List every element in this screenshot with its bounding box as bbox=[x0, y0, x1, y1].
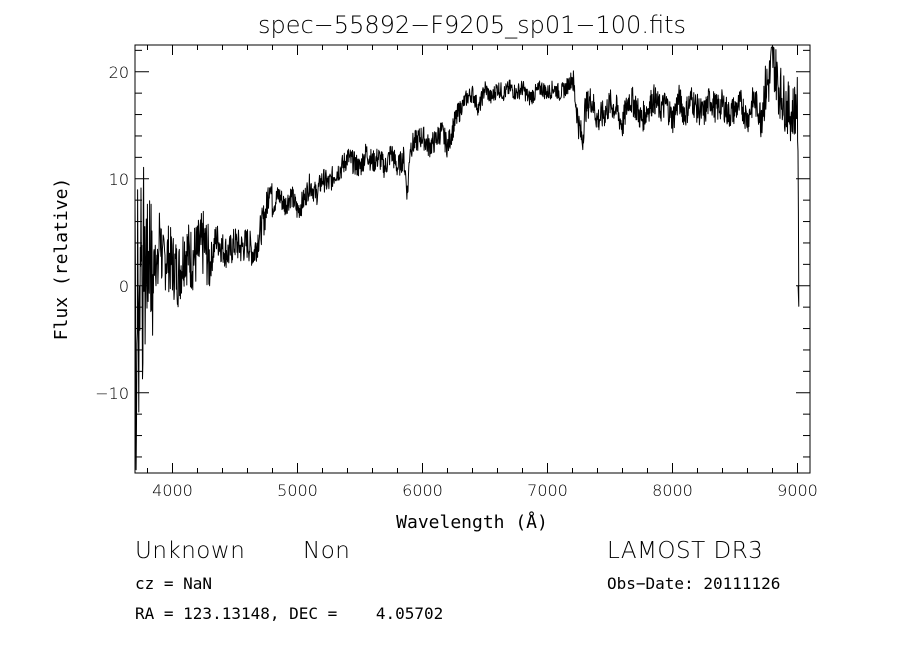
spectrum-line bbox=[134, 46, 800, 471]
y-tick-label: 0 bbox=[119, 277, 129, 296]
object-subclass: Non bbox=[303, 538, 351, 564]
x-axis-label: Wavelength (Å) bbox=[396, 511, 548, 533]
y-tick-label: 20 bbox=[109, 63, 129, 82]
x-tick-label: 9000 bbox=[777, 481, 818, 500]
x-tick-label: 8000 bbox=[652, 481, 693, 500]
x-tick-label: 5000 bbox=[277, 481, 318, 500]
survey-name: LAMOST DR3 bbox=[607, 538, 764, 564]
y-tick-label: 10 bbox=[109, 170, 129, 189]
x-tick-label: 7000 bbox=[527, 481, 568, 500]
y-tick-label: −10 bbox=[95, 384, 129, 403]
plot-frame bbox=[134, 44, 811, 474]
sky-coordinates: RA = 123.13148, DEC = 4.05702 bbox=[135, 604, 444, 623]
object-class: Unknown bbox=[135, 538, 246, 564]
chart-title: spec−55892−F9205_sp01−100.fits bbox=[258, 11, 686, 39]
x-tick-label: 4000 bbox=[152, 481, 193, 500]
x-tick-label: 6000 bbox=[402, 481, 443, 500]
redshift-cz: cz = NaN bbox=[135, 574, 213, 593]
observation-date: Obs−Date: 20111126 bbox=[607, 574, 781, 593]
y-axis-label: Flux (relative) bbox=[51, 178, 72, 341]
